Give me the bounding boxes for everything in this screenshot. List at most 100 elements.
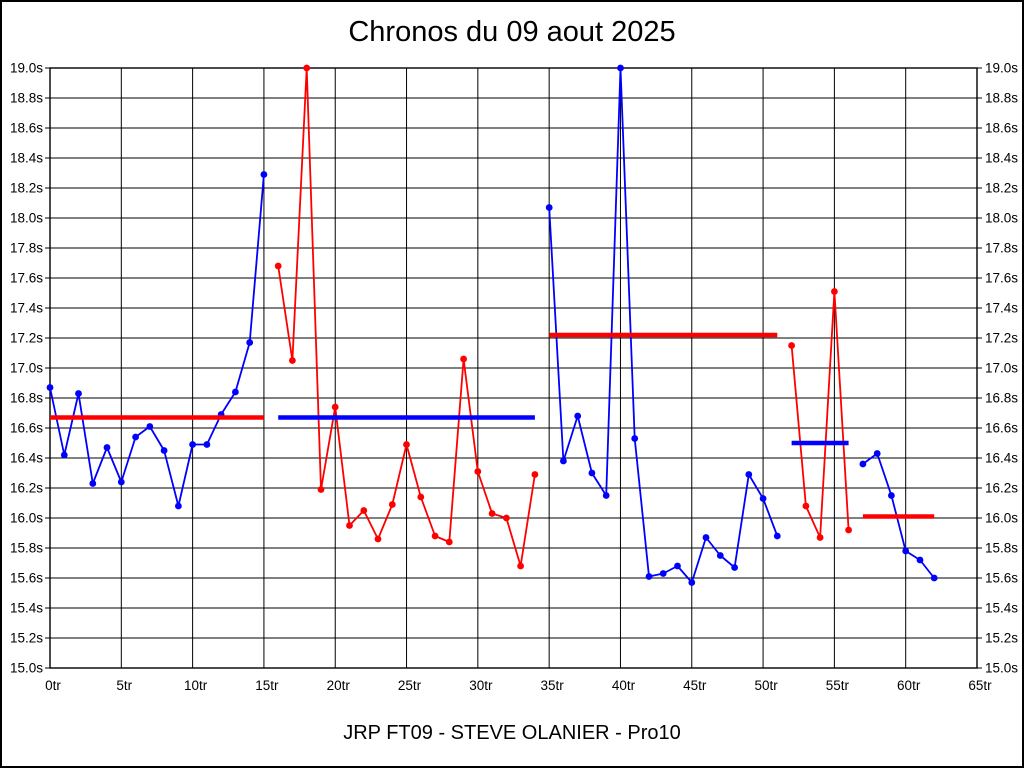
- stint-3-blue-lap-point: [702, 534, 710, 541]
- stint-2-red-lap-point: [360, 507, 368, 514]
- y-tick-label-right: 16.2s: [985, 481, 1018, 496]
- stint-2-red-lap-point: [331, 403, 339, 411]
- x-tick-label: 10tr: [184, 678, 208, 693]
- x-tick-label: 5tr: [116, 678, 132, 693]
- y-tick-label-right: 17.2s: [985, 331, 1018, 346]
- y-tick-label-right: 18.4s: [985, 151, 1018, 166]
- x-tick-label: 15tr: [255, 678, 279, 693]
- x-tick-label: 30tr: [469, 678, 493, 693]
- y-tick-label-right: 17.4s: [985, 301, 1018, 316]
- y-tick-label-left: 15.6s: [10, 571, 43, 586]
- y-tick-label-left: 19.0s: [10, 61, 43, 76]
- stint-3-blue-lap-point: [674, 562, 681, 570]
- y-tick-label-right: 18.6s: [985, 121, 1018, 136]
- y-tick-label-right: 15.4s: [985, 601, 1018, 616]
- stint-1-blue-lap-point: [175, 502, 182, 510]
- y-tick-label-left: 18.0s: [10, 211, 43, 226]
- x-tick-label: 40tr: [612, 678, 636, 693]
- stint-1-blue-lap-point: [75, 390, 82, 397]
- stint-3-blue-lap-point: [602, 492, 610, 499]
- y-tick-label-left: 15.4s: [10, 601, 43, 616]
- stint-1-blue-lap-point: [46, 384, 54, 391]
- y-tick-label-left: 18.2s: [10, 181, 43, 196]
- stint-3-blue-lap-point: [659, 570, 667, 577]
- stint-2-red-lap-point: [346, 522, 353, 529]
- y-tick-label-right: 17.0s: [985, 361, 1018, 376]
- x-tick-label: 0tr: [45, 678, 61, 693]
- y-tick-label-left: 17.2s: [10, 331, 43, 346]
- y-tick-label-right: 17.8s: [985, 241, 1018, 256]
- stint-2-red-lap-point: [317, 486, 325, 493]
- stint-1-blue-lap-point: [246, 339, 254, 346]
- stint-5-blue-lap-point: [888, 492, 895, 499]
- stint-2-red-lap-point: [474, 468, 482, 475]
- y-tick-label-left: 16.8s: [10, 391, 43, 406]
- stint-3-blue-lap-point: [588, 469, 596, 477]
- stint-4-red-lap-point: [802, 502, 810, 510]
- chart-footer-driver-label: JRP FT09 - STEVE OLANIER - Pro10: [343, 722, 681, 744]
- y-tick-label-left: 16.6s: [10, 421, 43, 436]
- stint-4-red-lap-point: [845, 526, 852, 534]
- y-tick-label-right: 15.2s: [985, 631, 1018, 646]
- y-tick-label-left: 17.0s: [10, 361, 43, 376]
- stint-1-blue-lap-point: [146, 423, 154, 430]
- stint-1-blue-lap-point: [117, 478, 125, 486]
- stint-3-blue-lap-point: [645, 573, 653, 580]
- stint-3-blue-lap-point: [731, 564, 738, 571]
- y-tick-label-left: 18.6s: [10, 121, 43, 136]
- stint-5-blue-lap-point: [916, 556, 924, 564]
- y-tick-label-left: 16.2s: [10, 481, 43, 496]
- stint-2-red-lap-point: [289, 357, 296, 364]
- y-tick-label-left: 16.0s: [10, 511, 43, 526]
- stint-2-red-lap-point: [403, 441, 410, 448]
- y-tick-label-left: 15.2s: [10, 631, 43, 646]
- y-tick-label-right: 16.6s: [985, 421, 1018, 436]
- stint-2-red-lap-point: [303, 64, 311, 72]
- y-tick-label-right: 15.6s: [985, 571, 1018, 586]
- stint-2-red-lap-point: [445, 538, 453, 546]
- stint-3-blue-lap-point: [688, 579, 696, 586]
- y-tick-label-right: 19.0s: [985, 61, 1018, 76]
- y-tick-label-right: 16.0s: [985, 511, 1018, 526]
- y-tick-label-right: 18.2s: [985, 181, 1018, 196]
- stint-3-blue-lap-point: [574, 412, 582, 420]
- stint-1-blue-lap-point: [203, 441, 211, 448]
- stint-5-blue-lap-point: [859, 460, 867, 468]
- stint-1-blue-lap-point: [89, 480, 97, 487]
- stint-4-red-line: [790, 290, 850, 539]
- stint-3-blue-lap-point: [759, 495, 767, 502]
- stint-1-blue-lap-point: [232, 388, 239, 396]
- stint-2-red-lap-point: [531, 471, 539, 478]
- stint-4-red-lap-point: [788, 342, 795, 349]
- chart-title: Chronos du 09 aout 2025: [348, 16, 676, 48]
- stint-3-blue-line: [548, 67, 779, 584]
- stint-2-red-lap-point: [460, 355, 467, 363]
- y-tick-label-right: 18.0s: [985, 211, 1018, 226]
- plot-frame: [49, 67, 978, 669]
- stint-2-red-lap-point: [503, 514, 510, 522]
- stint-1-blue-lap-point: [189, 441, 197, 448]
- stint-2-red-lap-point: [274, 262, 282, 270]
- y-tick-label-right: 18.8s: [985, 91, 1018, 106]
- y-tick-label-left: 15.0s: [10, 661, 43, 676]
- stint-1-blue-lap-point: [132, 433, 140, 441]
- stint-3-blue-lap-point: [617, 64, 624, 72]
- stint-5-blue-lap-point: [873, 450, 881, 457]
- stint-5-blue-lap-point: [930, 574, 938, 582]
- stint-4-red-lap-point: [831, 288, 838, 295]
- x-tick-label: 45tr: [683, 678, 707, 693]
- stint-2-red-lap-point: [374, 535, 382, 543]
- y-tick-label-left: 16.4s: [10, 451, 43, 466]
- y-tick-label-right: 15.0s: [985, 661, 1018, 676]
- y-tick-label-left: 15.8s: [10, 541, 43, 556]
- x-tick-label: 55tr: [826, 678, 850, 693]
- stint-3-blue-lap-point: [560, 457, 567, 465]
- stint-3-blue-lap-point: [773, 532, 781, 540]
- stint-4-red-lap-point: [816, 534, 824, 541]
- x-tick-label: 60tr: [897, 678, 921, 693]
- stint-2-red-lap-point: [388, 501, 396, 508]
- stint-1-blue-lap-point: [260, 171, 268, 178]
- x-tick-label: 35tr: [541, 678, 565, 693]
